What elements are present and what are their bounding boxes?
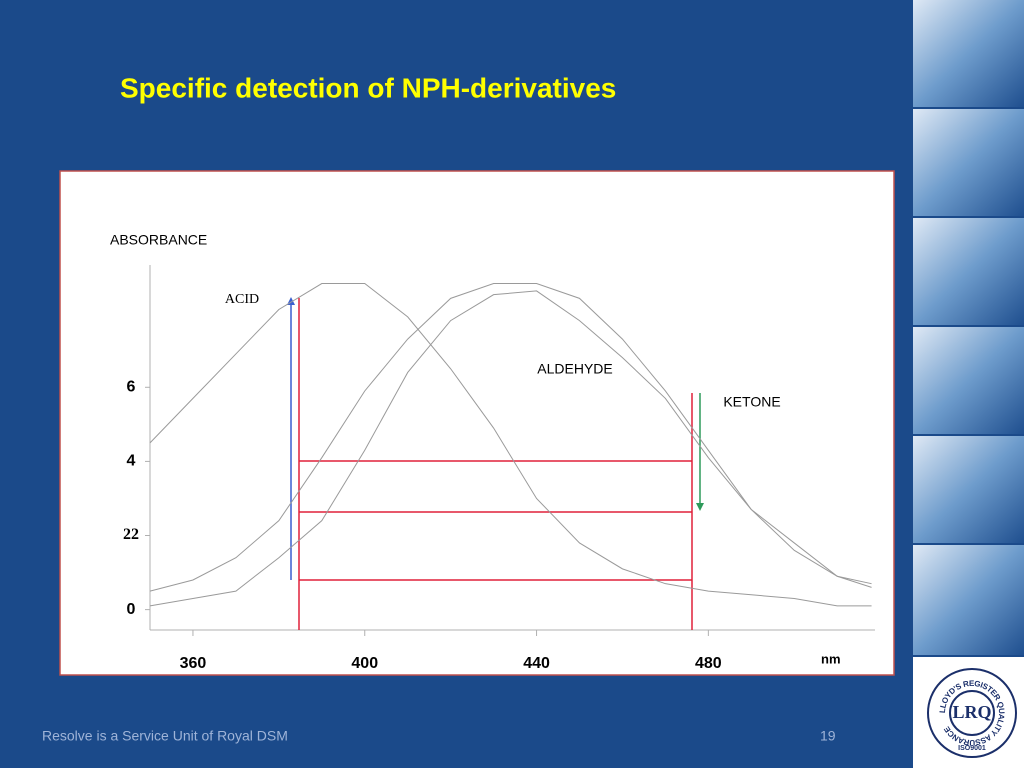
series-line xyxy=(149,283,872,592)
chart-frame xyxy=(59,170,895,676)
series-name: ALDEHYDE xyxy=(537,361,612,377)
photo-strip xyxy=(913,0,1024,768)
logo: LLOYD'S REGISTER QUALITY ASSURANCE LRQ I… xyxy=(927,668,1017,758)
arrow-head xyxy=(696,503,704,511)
x-tick-label: 360 xyxy=(180,655,207,672)
series-line xyxy=(149,283,872,607)
y-axis-label: ABSORBANCE xyxy=(110,232,207,248)
x-tick-label: 480 xyxy=(695,655,722,672)
photo xyxy=(913,0,1024,107)
logo-mark: LRQ xyxy=(952,702,991,722)
logo-standard: ISO9001 xyxy=(958,745,986,752)
x-tick-label: 400 xyxy=(351,655,378,672)
series-name: KETONE xyxy=(723,394,780,410)
plot: ABSORBANCE nm 0 22 4 6 360 400 440 480 ACID ALDEH… xyxy=(110,232,875,672)
series-line xyxy=(149,290,872,607)
slide-title: Specific detection of NPH-derivatives xyxy=(120,72,616,103)
photo xyxy=(913,327,1024,434)
x-axis-label: nm xyxy=(821,651,841,666)
footer: Resolve is a Service Unit of Royal DSM xyxy=(42,728,288,744)
photo xyxy=(913,109,1024,216)
photo xyxy=(913,436,1024,543)
x-tick-label: 440 xyxy=(523,655,550,672)
series-name: ACID xyxy=(225,292,259,307)
y-tick-label: 6 xyxy=(127,379,136,396)
y-tick-label: 4 xyxy=(127,453,136,470)
page-number: 19 xyxy=(820,728,836,744)
y-tick-label: 0 xyxy=(127,601,136,618)
photo xyxy=(913,545,1024,655)
y-tick-label: 22 xyxy=(123,526,139,543)
logo-ring xyxy=(927,668,1017,758)
photo xyxy=(913,218,1024,325)
logo-panel xyxy=(913,657,1024,768)
logo-inner xyxy=(949,690,995,736)
